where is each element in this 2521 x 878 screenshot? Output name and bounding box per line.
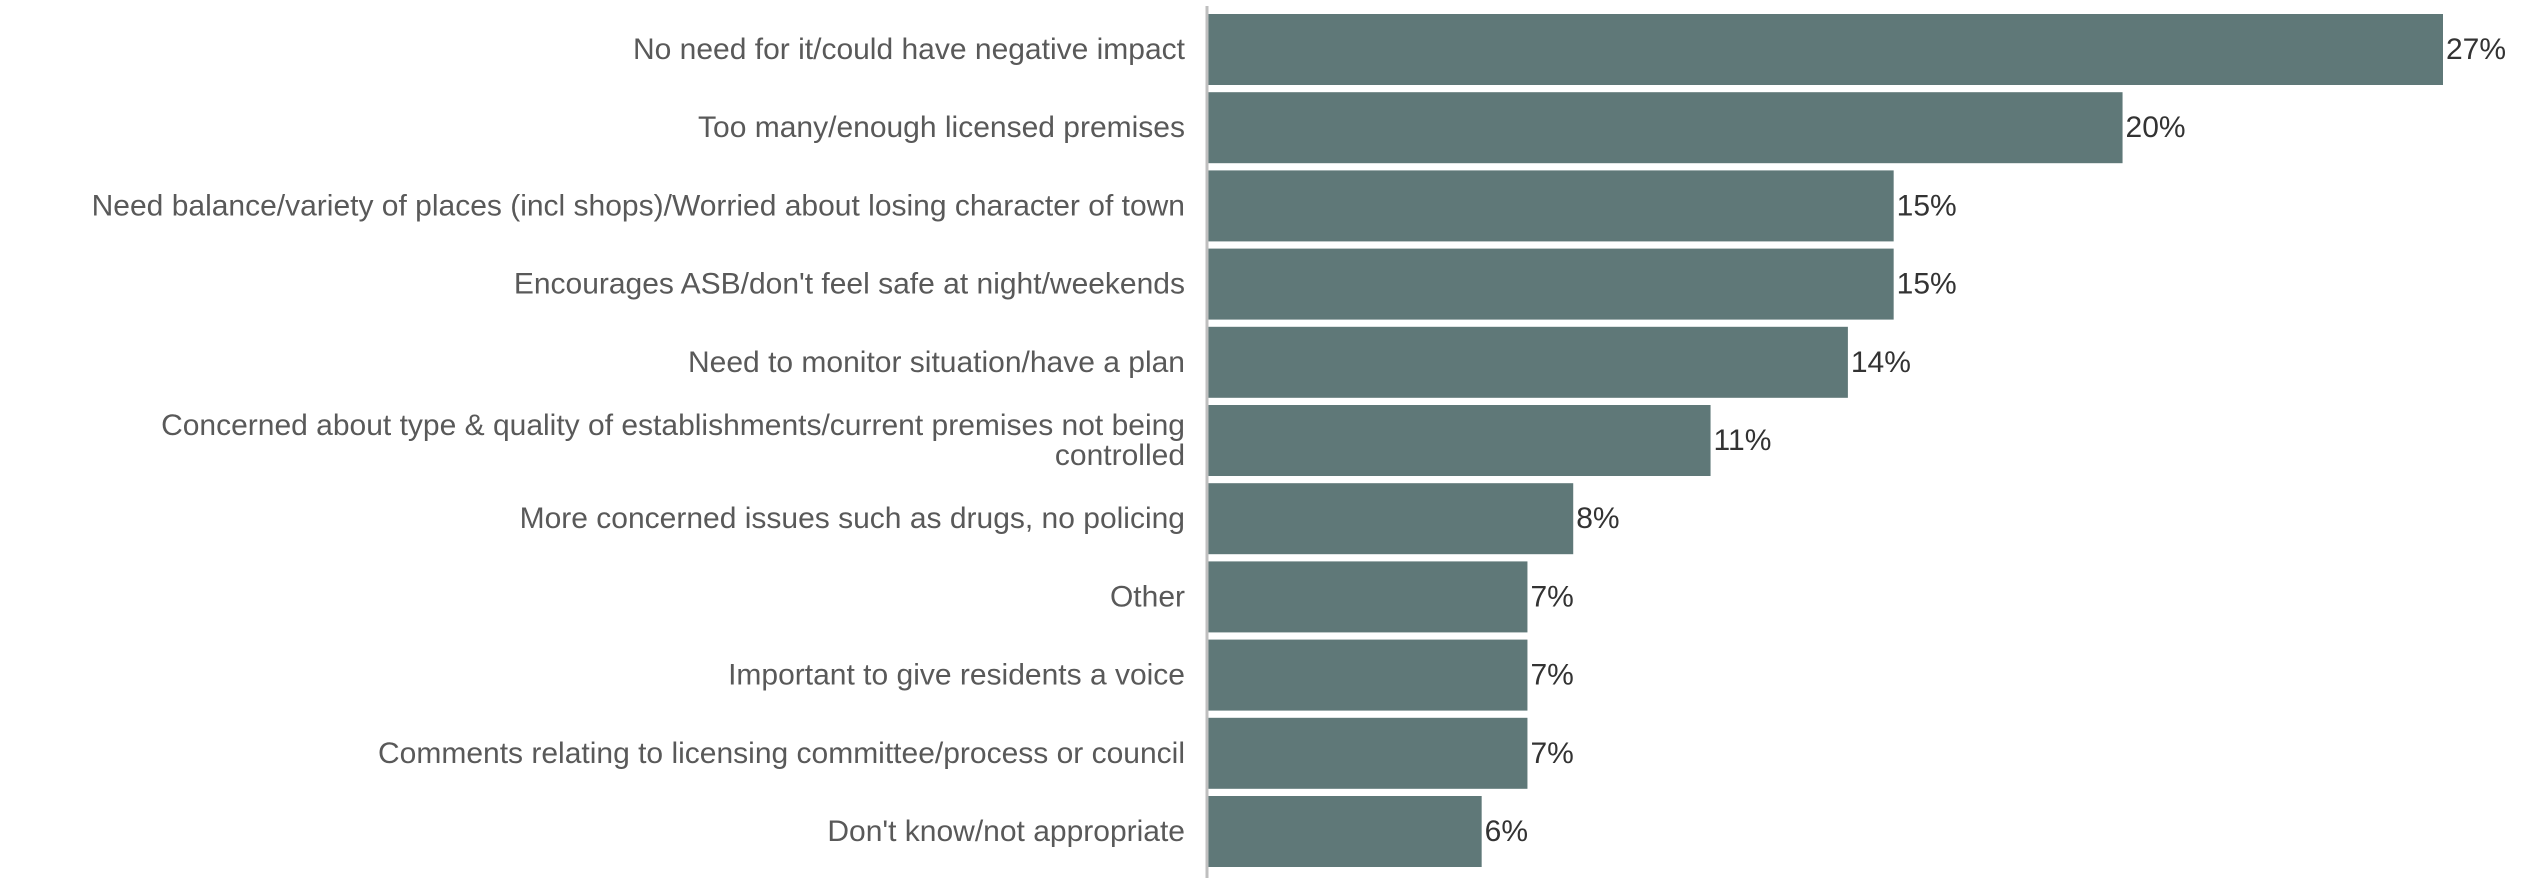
category-label: Too many/enough licensed premises [698, 111, 1185, 144]
bar [1207, 326, 1848, 398]
bar [1207, 796, 1482, 867]
value-label: 14% [1851, 346, 1911, 379]
category-label: Other [1110, 580, 1185, 613]
bar [1207, 561, 1528, 633]
category-label: Need to monitor situation/have a plan [688, 346, 1185, 379]
value-label: 7% [1530, 659, 1573, 692]
category-label: Comments relating to licensing committee… [378, 737, 1185, 770]
bar [1207, 248, 1894, 320]
category-label: Important to give residents a voice [728, 659, 1185, 692]
value-label: 15% [1897, 189, 1957, 222]
category-label: controlled [1055, 439, 1185, 472]
value-label: 11% [1714, 424, 1772, 457]
value-label: 20% [2126, 111, 2186, 144]
bar [1207, 14, 2443, 85]
value-label: 7% [1530, 737, 1573, 770]
category-label: Don't know/not appropriate [827, 815, 1185, 848]
bar [1207, 92, 2123, 164]
category-labels-group: No need for it/could have negative impac… [92, 33, 1186, 848]
bars-group [1207, 14, 2443, 867]
bar [1207, 170, 1894, 242]
value-label: 15% [1897, 268, 1957, 301]
category-label: No need for it/could have negative impac… [633, 33, 1186, 66]
category-label: More concerned issues such as drugs, no … [520, 502, 1185, 535]
category-label: Concerned about type & quality of establ… [161, 409, 1185, 442]
value-label: 27% [2446, 33, 2506, 66]
value-label: 7% [1530, 580, 1573, 613]
bar [1207, 717, 1528, 789]
category-label: Encourages ASB/don't feel safe at night/… [514, 268, 1185, 301]
value-labels-group: 27% 20% 15% 15% 14% 11% 8% 7% 7% 7% 6% [1485, 33, 2506, 848]
bar [1207, 639, 1528, 711]
bar [1207, 405, 1711, 476]
value-label: 8% [1576, 502, 1619, 535]
bar [1207, 483, 1574, 555]
value-label: 6% [1485, 815, 1528, 848]
category-label: Need balance/variety of places (incl sho… [92, 189, 1185, 222]
